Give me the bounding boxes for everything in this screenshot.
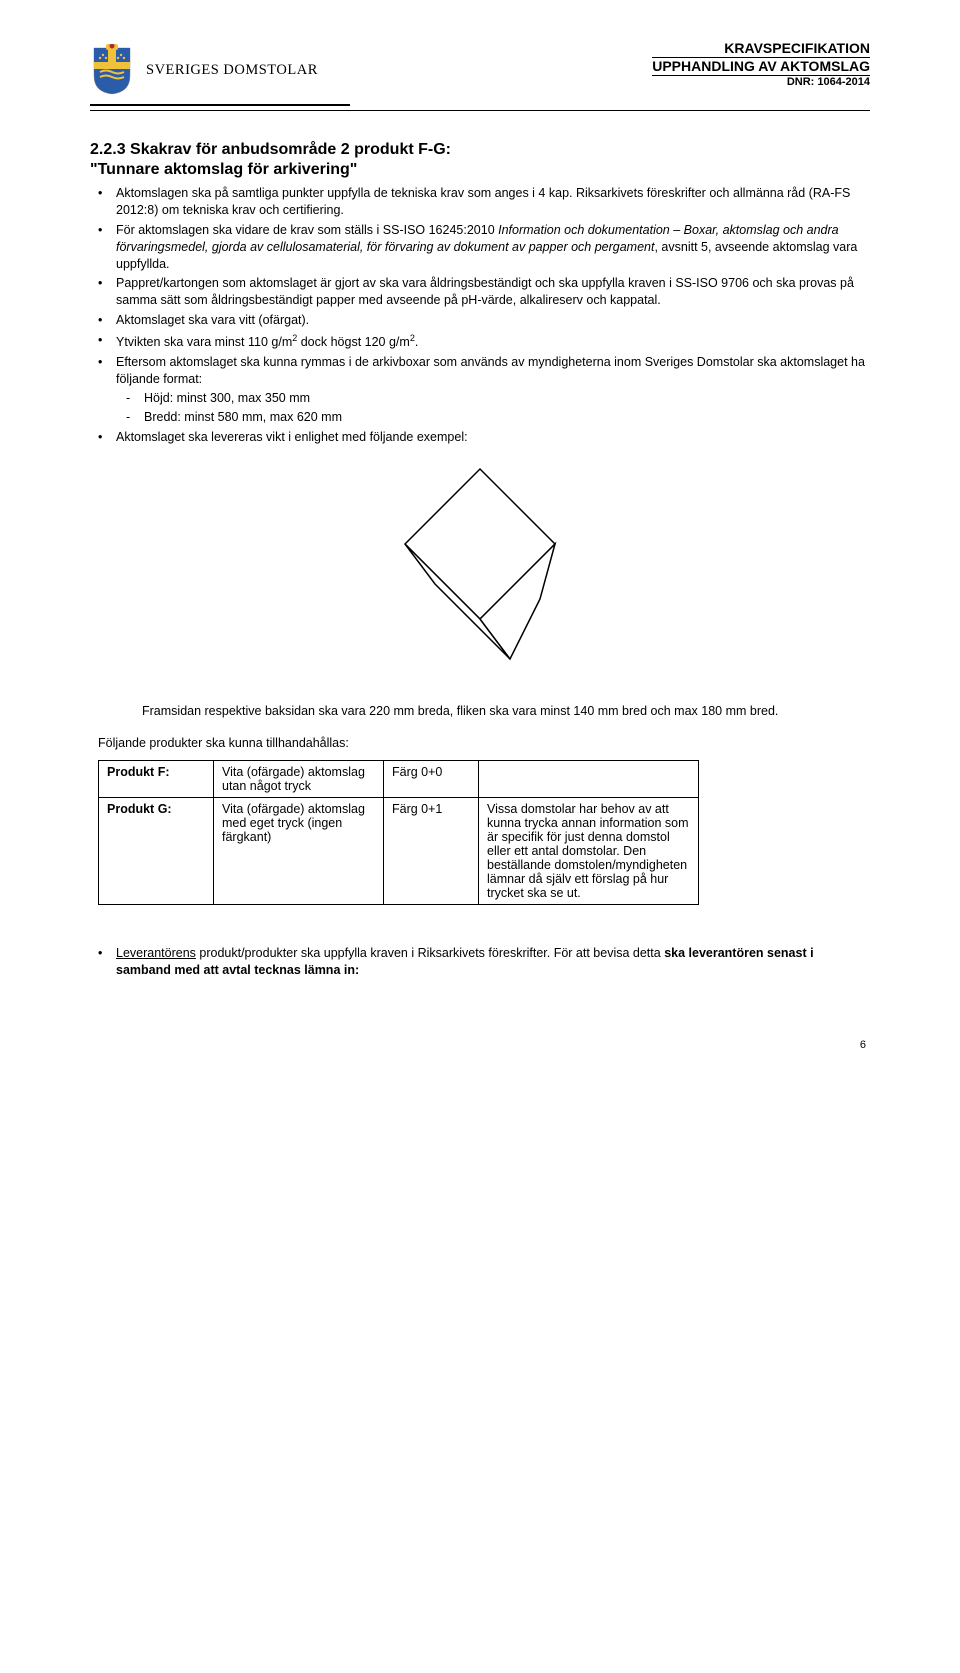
table-cell: Färg 0+0 xyxy=(384,761,479,798)
after-diagram-text: Framsidan respektive baksidan ska vara 2… xyxy=(90,703,870,720)
page-number: 6 xyxy=(90,1039,870,1051)
header-doc-type: KRAVSPECIFIKATION xyxy=(652,40,870,58)
sub-list-item: Höjd: minst 300, max 350 mm xyxy=(144,390,870,407)
header-right: KRAVSPECIFIKATION UPPHANDLING AV AKTOMSL… xyxy=(652,40,870,88)
list-item: För aktomslagen ska vidare de krav som s… xyxy=(116,222,870,273)
sub-list-item: Bredd: minst 580 mm, max 620 mm xyxy=(144,409,870,426)
list-item: Aktomslagen ska på samtliga punkter uppf… xyxy=(116,185,870,219)
page-header: SVERIGES DOMSTOLAR KRAVSPECIFIKATION UPP… xyxy=(90,40,870,111)
table-cell xyxy=(479,761,699,798)
products-table: Produkt F:Vita (ofärgade) aktomslag utan… xyxy=(98,760,699,905)
table-lead: Följande produkter ska kunna tillhandahå… xyxy=(90,736,870,750)
list-item: Ytvikten ska vara minst 110 g/m2 dock hö… xyxy=(116,332,870,351)
table-cell: Produkt G: xyxy=(99,798,214,905)
footer-bullet: Leverantörens produkt/produkter ska uppf… xyxy=(116,945,870,979)
table-cell: Vissa domstolar har behov av att kunna t… xyxy=(479,798,699,905)
table-cell: Vita (ofärgade) aktomslag utan något try… xyxy=(214,761,384,798)
section-number: 2.2.3 Skakrav för anbudsområde 2 produkt… xyxy=(90,141,870,159)
folded-sheet-diagram xyxy=(365,459,595,679)
coat-of-arms-icon xyxy=(90,44,134,96)
requirements-list: Aktomslagen ska på samtliga punkter uppf… xyxy=(90,185,870,445)
list-item: Pappret/kartongen som aktomslaget är gjo… xyxy=(116,275,870,309)
section-title: "Tunnare aktomslag för arkivering" xyxy=(90,161,870,179)
list-item: Aktomslaget ska vara vitt (ofärgat). xyxy=(116,312,870,329)
organization-name: SVERIGES DOMSTOLAR xyxy=(146,62,318,79)
footer-requirements-list: Leverantörens produkt/produkter ska uppf… xyxy=(90,945,870,979)
table-row: Produkt G:Vita (ofärgade) aktomslag med … xyxy=(99,798,699,905)
header-left: SVERIGES DOMSTOLAR xyxy=(90,40,350,106)
table-row: Produkt F:Vita (ofärgade) aktomslag utan… xyxy=(99,761,699,798)
list-item: Aktomslaget ska levereras vikt i enlighe… xyxy=(116,429,870,446)
list-item: Eftersom aktomslaget ska kunna rymmas i … xyxy=(116,354,870,426)
header-dnr: DNR: 1064-2014 xyxy=(652,76,870,88)
table-cell: Produkt F: xyxy=(99,761,214,798)
table-cell: Vita (ofärgade) aktomslag med eget tryck… xyxy=(214,798,384,905)
table-cell: Färg 0+1 xyxy=(384,798,479,905)
header-doc-title: UPPHANDLING AV AKTOMSLAG xyxy=(652,58,870,76)
